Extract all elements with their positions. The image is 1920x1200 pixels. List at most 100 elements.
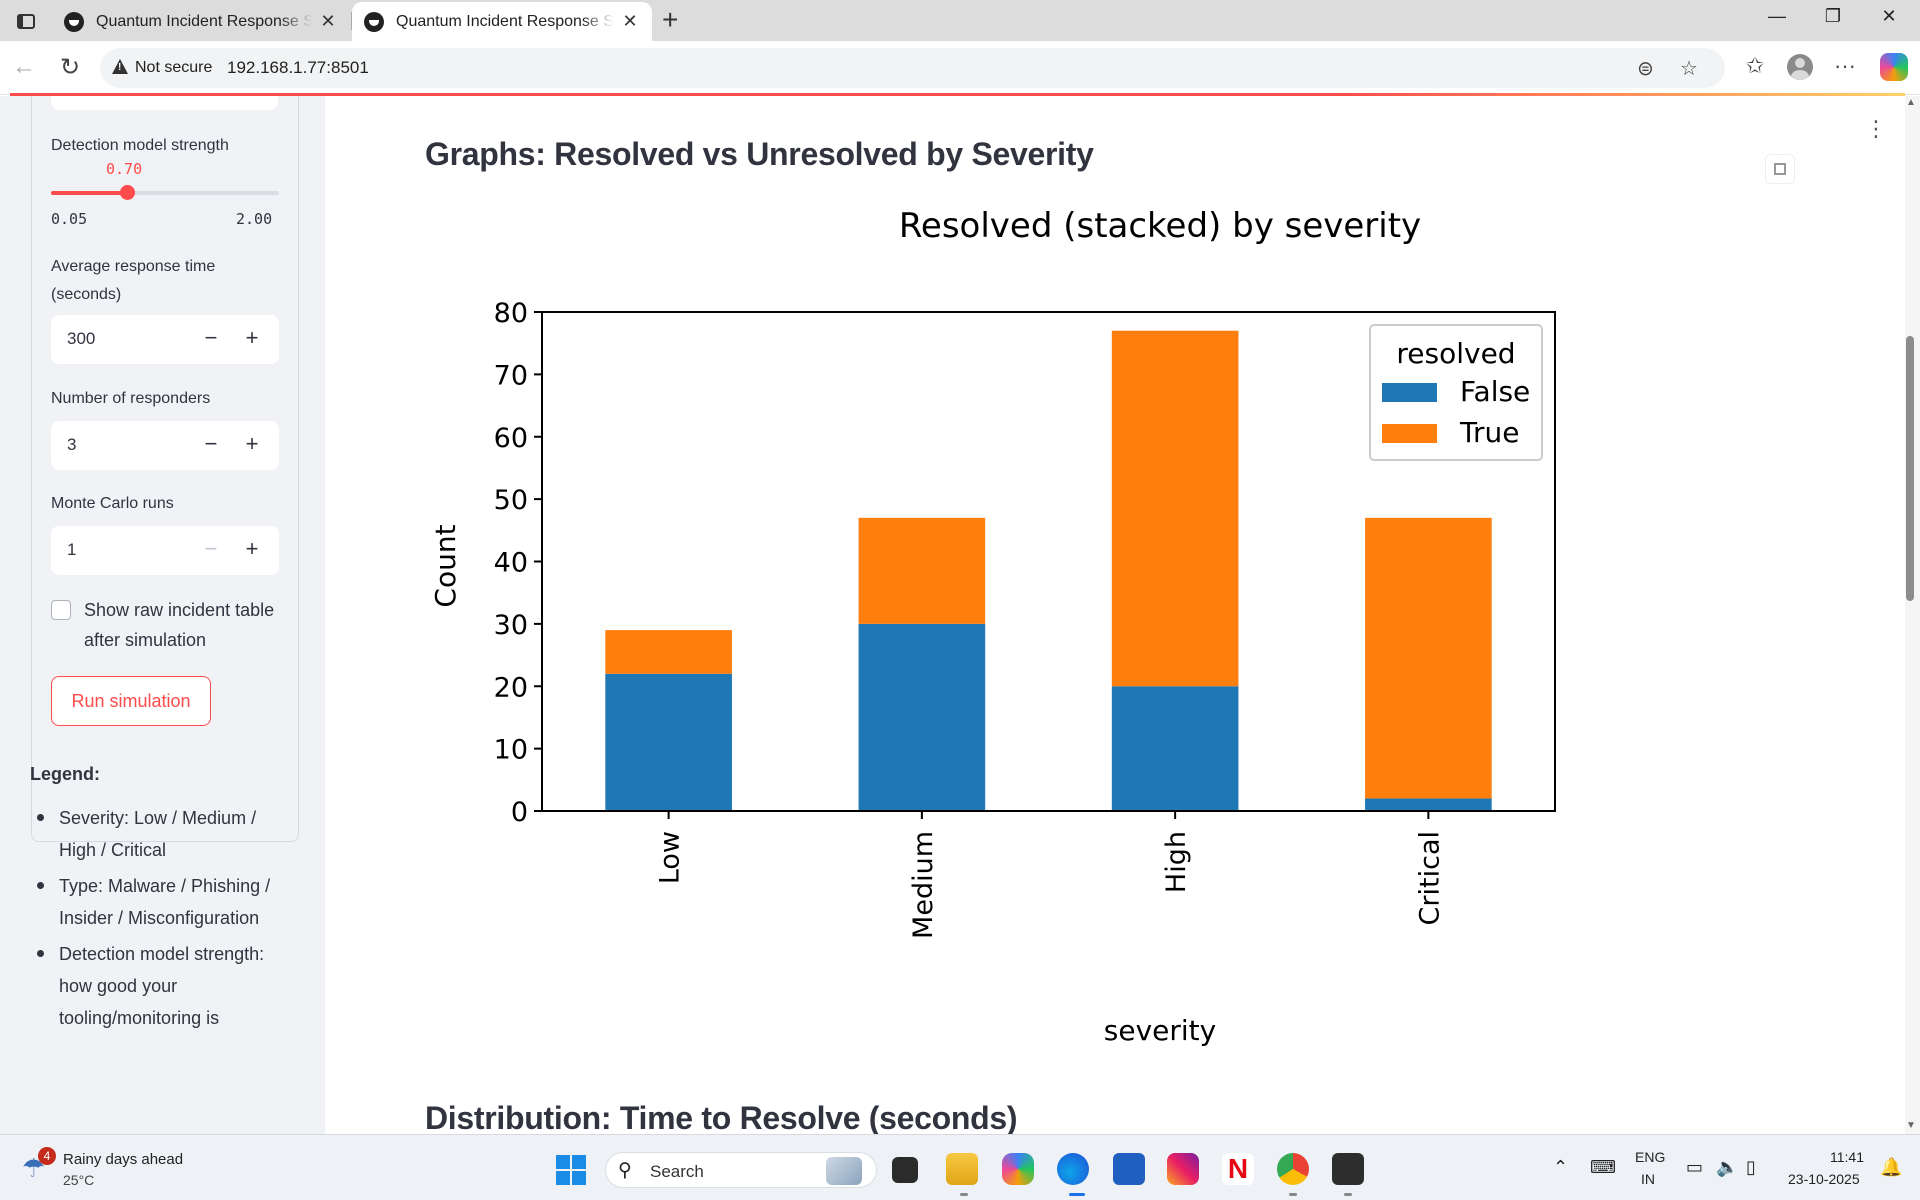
store-icon[interactable] bbox=[1113, 1153, 1145, 1185]
volume-icon[interactable]: 🔈 bbox=[1716, 1157, 1739, 1177]
fullscreen-icon bbox=[1774, 163, 1786, 175]
monte-carlo-value[interactable]: 1 bbox=[67, 540, 77, 559]
avg-response-value[interactable]: 300 bbox=[67, 329, 96, 348]
main-menu-icon[interactable]: ⋮ bbox=[1865, 116, 1887, 141]
chart-legend: resolved False True bbox=[1369, 324, 1543, 461]
clock-time[interactable]: 11:41 bbox=[1830, 1149, 1864, 1165]
edge-browser-icon[interactable] bbox=[1057, 1153, 1089, 1185]
more-options-icon[interactable]: ··· bbox=[1834, 53, 1856, 78]
x-tick-label-low: Low bbox=[655, 831, 686, 884]
slider-thumb[interactable] bbox=[120, 185, 135, 200]
weather-text[interactable]: Rainy days ahead bbox=[63, 1151, 184, 1168]
main-content: ⋮ Graphs: Resolved vs Unresolved by Seve… bbox=[325, 96, 1905, 1134]
weather-badge: 4 bbox=[38, 1147, 56, 1165]
legend-item: Detection model strength: how good your … bbox=[30, 938, 290, 1034]
page-scrollbar[interactable] bbox=[1905, 96, 1920, 1134]
taskbar-search[interactable]: ⚲ Search bbox=[605, 1152, 877, 1188]
restore-icon[interactable]: ❐ bbox=[1824, 6, 1842, 26]
detection-strength-slider[interactable] bbox=[51, 185, 279, 200]
browser-tab-2-active[interactable]: Quantum Incident Response Simulator ✕ bbox=[352, 2, 652, 41]
windows-taskbar: ☂ 4 Rainy days ahead 25°C ⚲ Search N ⌃ ⌨… bbox=[0, 1134, 1920, 1200]
legend-list: Severity: Low / Medium / High / Critical… bbox=[30, 802, 290, 1038]
browser-tab-1[interactable]: Quantum Incident Response Simulator ✕ bbox=[52, 2, 350, 41]
favorite-star-icon[interactable]: ☆ bbox=[1680, 58, 1698, 80]
scroll-up-icon[interactable]: ▲ bbox=[1906, 97, 1916, 108]
copilot-app-icon[interactable] bbox=[1002, 1153, 1034, 1185]
legend-item: Severity: Low / Medium / High / Critical bbox=[30, 802, 290, 866]
x-tick-label-critical: Critical bbox=[1414, 831, 1445, 925]
show-raw-table-label[interactable]: Show raw incident table after simulation bbox=[84, 600, 275, 650]
close-tab-icon[interactable]: ✕ bbox=[622, 11, 638, 31]
legend-heading: Legend: bbox=[30, 764, 100, 784]
tab-title: Quantum Incident Response Simulator bbox=[396, 12, 614, 30]
app-running-indicator bbox=[1344, 1193, 1352, 1196]
avg-response-input[interactable]: 300 − + bbox=[51, 315, 279, 364]
bar-low-true bbox=[605, 630, 732, 674]
clock-date[interactable]: 23-10-2025 bbox=[1788, 1171, 1860, 1187]
slider-current-value: 0.70 bbox=[106, 160, 143, 178]
responders-value[interactable]: 3 bbox=[67, 435, 77, 454]
slider-max: 2.00 bbox=[236, 210, 273, 228]
scroll-down-icon[interactable]: ▼ bbox=[1906, 1120, 1916, 1131]
decrement-button[interactable]: − bbox=[204, 536, 218, 561]
search-placeholder: Search bbox=[650, 1162, 704, 1181]
netflix-icon[interactable]: N bbox=[1222, 1153, 1254, 1185]
run-simulation-button[interactable]: Run simulation bbox=[51, 676, 211, 726]
windows-start-icon[interactable] bbox=[556, 1155, 586, 1185]
slider-min: 0.05 bbox=[51, 210, 88, 228]
profile-avatar-icon[interactable] bbox=[1787, 54, 1813, 80]
weather-temp[interactable]: 25°C bbox=[63, 1172, 95, 1188]
close-tab-icon[interactable]: ✕ bbox=[320, 11, 336, 31]
input-above-cut[interactable] bbox=[51, 96, 278, 110]
show-raw-table-checkbox[interactable] bbox=[51, 600, 71, 620]
tab-actions-button[interactable] bbox=[10, 8, 42, 34]
increment-button[interactable]: + bbox=[245, 536, 259, 561]
reload-icon[interactable]: ↻ bbox=[59, 54, 81, 81]
battery-icon[interactable]: ▯ bbox=[1746, 1157, 1756, 1177]
y-tick-label: 0 bbox=[511, 797, 528, 828]
url-text[interactable]: 192.168.1.77:8501 bbox=[227, 58, 369, 77]
scrollbar-thumb[interactable] bbox=[1906, 336, 1914, 601]
monte-carlo-input[interactable]: 1 − + bbox=[51, 526, 279, 575]
y-tick-label: 70 bbox=[494, 360, 528, 391]
favorites-icon[interactable]: ✩ bbox=[1745, 53, 1765, 78]
x-tick-label-medium: Medium bbox=[908, 831, 939, 939]
language-code[interactable]: ENG bbox=[1635, 1149, 1666, 1165]
decrement-button[interactable]: − bbox=[204, 325, 218, 350]
close-window-icon[interactable]: ✕ bbox=[1881, 6, 1897, 26]
terminal-icon[interactable] bbox=[1332, 1153, 1364, 1185]
not-secure-label[interactable]: Not secure bbox=[135, 59, 213, 76]
network-icon[interactable]: ▭ bbox=[1686, 1157, 1704, 1177]
keyboard-icon[interactable]: ⌨ bbox=[1590, 1157, 1616, 1177]
instagram-icon[interactable] bbox=[1167, 1153, 1199, 1185]
graphs-heading: Graphs: Resolved vs Unresolved by Severi… bbox=[425, 136, 1094, 172]
monte-carlo-label: Monte Carlo runs bbox=[51, 495, 174, 512]
y-tick-label: 50 bbox=[494, 485, 528, 516]
fullscreen-button[interactable] bbox=[1765, 154, 1795, 184]
tray-chevron-up-icon[interactable]: ⌃ bbox=[1553, 1157, 1569, 1177]
chart-title: Resolved (stacked) by severity bbox=[899, 206, 1421, 246]
increment-button[interactable]: + bbox=[245, 431, 259, 456]
chrome-icon[interactable] bbox=[1277, 1153, 1309, 1185]
chart-bars bbox=[605, 330, 1492, 811]
bar-low-false bbox=[605, 673, 732, 811]
language-region[interactable]: IN bbox=[1641, 1171, 1655, 1187]
y-tick-label: 20 bbox=[494, 672, 528, 703]
x-tick-label-high: High bbox=[1161, 831, 1192, 893]
address-bar[interactable]: Not secure 192.168.1.77:8501 ⊜ ☆ bbox=[100, 48, 1725, 88]
distribution-heading: Distribution: Time to Resolve (seconds) bbox=[425, 1100, 1018, 1134]
file-explorer-icon[interactable] bbox=[946, 1153, 978, 1185]
bar-medium-true bbox=[858, 517, 986, 624]
responders-input[interactable]: 3 − + bbox=[51, 421, 279, 470]
back-arrow-icon[interactable]: ← bbox=[12, 53, 36, 80]
copilot-icon[interactable] bbox=[1880, 53, 1908, 81]
sidebar-form bbox=[31, 96, 299, 842]
notifications-bell-icon[interactable]: 🔔 bbox=[1880, 1157, 1903, 1177]
tab-separator bbox=[351, 12, 352, 30]
new-tab-button[interactable]: + bbox=[662, 4, 679, 35]
minimize-icon[interactable]: — bbox=[1768, 6, 1786, 26]
task-view-icon[interactable] bbox=[892, 1157, 918, 1183]
increment-button[interactable]: + bbox=[245, 325, 259, 350]
reading-mode-icon[interactable]: ⊜ bbox=[1637, 58, 1654, 80]
decrement-button[interactable]: − bbox=[204, 431, 218, 456]
